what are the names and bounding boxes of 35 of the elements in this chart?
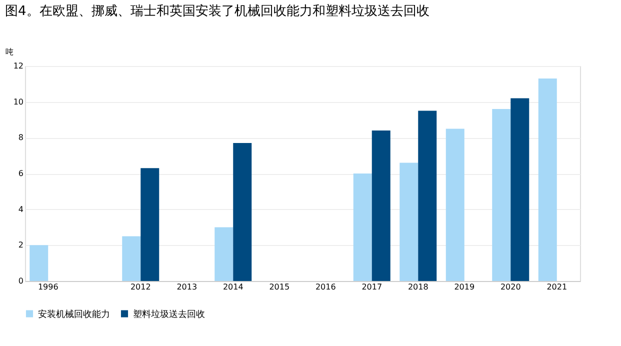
bar [353,174,372,281]
y-tick-label: 0 [18,276,24,286]
bar [538,78,557,281]
x-tick-label: 2020 [500,282,521,292]
bar [400,162,418,281]
x-tick-label: 2021 [546,282,568,292]
y-tick-label: 6 [18,169,24,178]
x-tick-label: 2018 [408,282,428,292]
y-tick-label: 10 [13,97,24,106]
bar [492,109,511,281]
y-tick-label: 4 [18,204,24,214]
bar [214,227,234,281]
y-tick-label: 2 [18,240,24,250]
bar [140,168,160,281]
legend-label: 塑料垃圾送去回收 [133,308,205,320]
y-tick-label: 8 [18,133,24,142]
x-tick-label: 1996 [38,282,58,292]
bar [30,245,48,281]
x-tick-label: 2014 [222,282,244,292]
bar [446,128,464,281]
bar [122,236,141,281]
bar [418,110,437,281]
y-tick-label: 12 [13,62,24,70]
bar [372,130,390,281]
bar [233,143,252,281]
x-tick-label: 2012 [130,282,151,292]
chart-title: 图4。在欧盟、挪威、瑞士和英国安装了机械回收能力和塑料垃圾送去回收 [5,3,430,19]
x-tick-label: 2013 [176,282,198,292]
x-tick-label: 2017 [362,282,382,292]
x-tick-label: 2016 [315,282,336,292]
bar [510,98,530,281]
x-tick-label: 2015 [269,282,290,292]
x-tick-label: 2019 [454,282,475,292]
y-axis-title: 吨 [6,48,14,56]
legend-label: 安装机械回收能力 [38,308,110,320]
